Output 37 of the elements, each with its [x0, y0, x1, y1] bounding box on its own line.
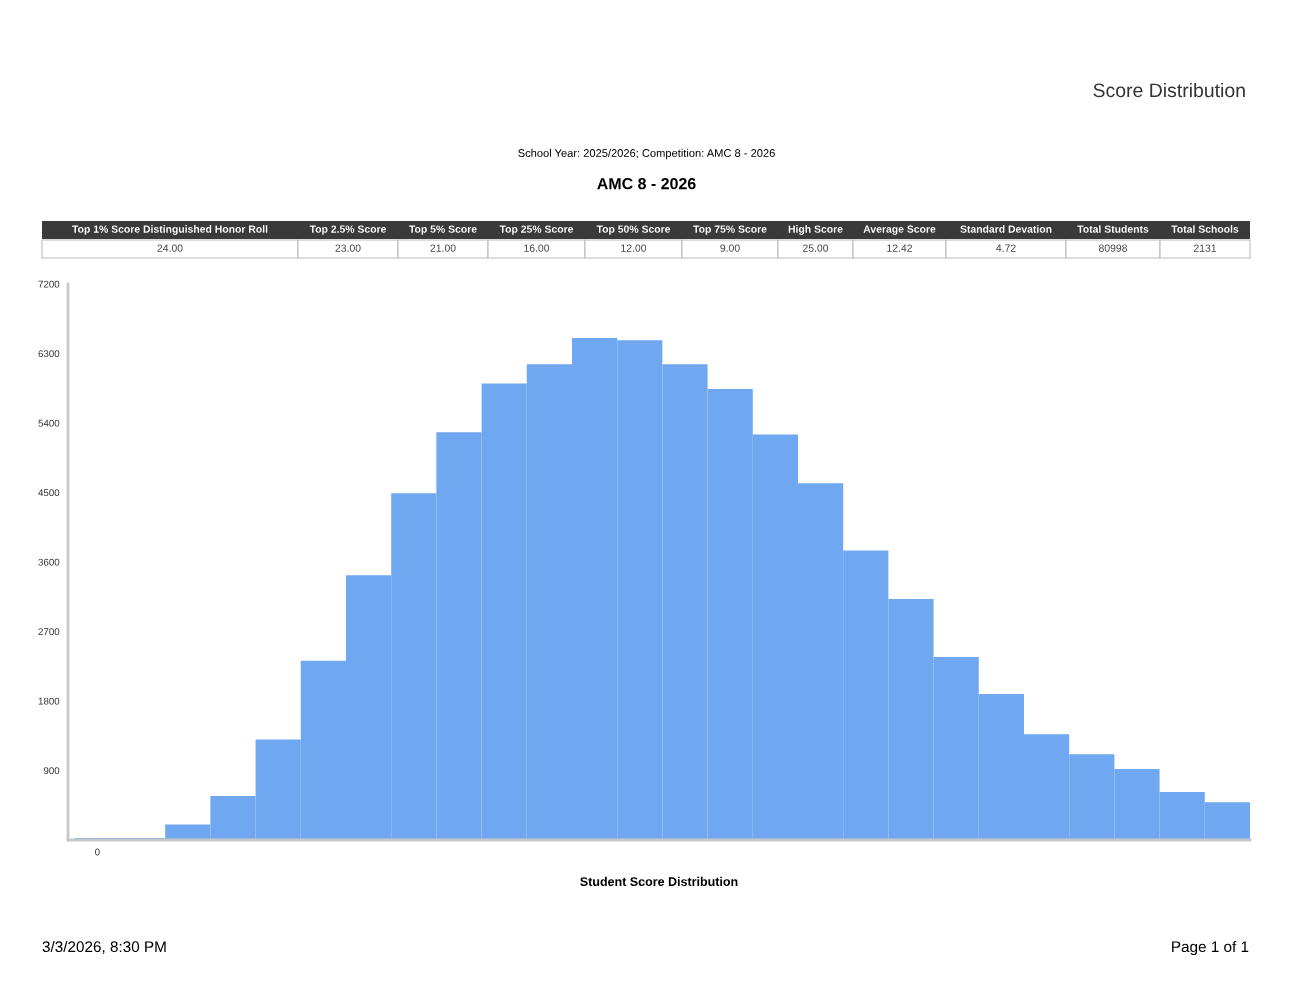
text: 25.00 [802, 244, 829, 252]
x-tick-label: 0 [95, 848, 100, 856]
x-axis-title: Student Score Distribution [580, 876, 738, 887]
text: Standard Devation [960, 225, 1052, 233]
text: 4.72 [996, 244, 1016, 252]
text: Total Schools [1171, 225, 1239, 233]
text: Top 2.5% Score [309, 225, 387, 235]
text: 24.00 [157, 244, 183, 252]
text: 23.00 [335, 244, 361, 252]
y-tick-label: 6300 [38, 350, 60, 358]
y-tick-label: 1800 [38, 697, 60, 705]
text: 12.42 [887, 244, 913, 252]
text: Score Distribution [1093, 82, 1245, 98]
text: 9.00 [720, 244, 740, 252]
y-tick-label: 5400 [38, 419, 60, 427]
chart-title: AMC 8 - 2026 [597, 177, 696, 190]
text: Total Students [1077, 225, 1149, 233]
y-tick-label: 2700 [38, 628, 60, 636]
text: 2131 [1193, 244, 1217, 252]
text: Top 75% Score [693, 225, 767, 235]
y-tick-label: 3600 [38, 558, 60, 566]
chart-subtitle: School Year: 2025/2026; Competition: AMC 8 - 2026 [518, 148, 775, 160]
text: Top 50% Score [596, 225, 671, 235]
text: 12.00 [621, 244, 647, 252]
text: Page 1 of 1 [1172, 940, 1249, 956]
text: 3/3/2026, 8:30 PM [42, 940, 166, 954]
y-tick-label: 7200 [38, 280, 60, 288]
text: Top 1% Score Distinguished Honor Roll [72, 225, 268, 235]
text: Top 5% Score [409, 225, 477, 235]
y-tick-label: 4500 [38, 489, 60, 497]
text: High Score [788, 225, 843, 235]
text: 80998 [1098, 244, 1128, 252]
text: Top 25% Score [499, 225, 574, 235]
text: Average Score [863, 225, 936, 235]
text: 16.00 [524, 244, 550, 252]
y-tick-label: 900 [43, 767, 60, 775]
text: 21.00 [430, 244, 456, 252]
